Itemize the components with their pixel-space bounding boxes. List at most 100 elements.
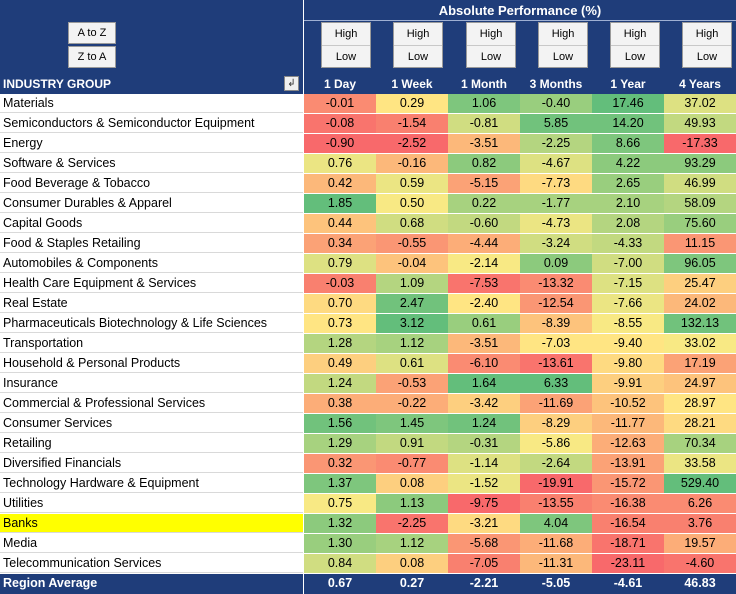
table-row: Consumer Durables & Apparel 1.85 0.50 0.22-… xyxy=(0,194,736,214)
sort-low-button[interactable]: Low xyxy=(407,51,429,63)
industry-group-name: Pharmaceuticals Biotechnology & Life Sci… xyxy=(0,314,303,333)
sort-low-button[interactable]: Low xyxy=(335,51,357,63)
column-header-row: INDUSTRY GROUP 1 Day 1 Week 1 Month 3 Month… xyxy=(0,74,736,94)
industry-group-name: Utilities xyxy=(0,494,303,513)
sort-high-button[interactable]: High xyxy=(322,23,370,46)
performance-cell: -0.16 xyxy=(376,154,448,174)
table-row: Media 1.30 1.12 -5.68 -11.68 -18.71 19.57 xyxy=(0,534,736,554)
table-row: Household & Personal Products 0.49 0.61 -6.… xyxy=(0,354,736,374)
table-row: Software & Services 0.76 -0.16 0.82 -4.67 4.2… xyxy=(0,154,736,174)
performance-cell: -8.39 xyxy=(520,314,592,334)
sort-high-button[interactable]: High xyxy=(467,23,515,46)
performance-cell: 1.13 xyxy=(376,494,448,514)
performance-cell: -0.55 xyxy=(376,234,448,254)
performance-cell: 0.44 xyxy=(304,214,376,234)
performance-cell: -0.04 xyxy=(376,254,448,274)
performance-cell: -0.90 xyxy=(304,134,376,154)
region-average-value: 0.67 xyxy=(327,576,353,590)
industry-group-name: Automobiles & Components xyxy=(0,254,303,273)
performance-cell: 1.06 xyxy=(448,94,520,114)
performance-cell: 1.29 xyxy=(304,434,376,454)
performance-cell: -6.10 xyxy=(448,354,520,374)
performance-cell: -19.91 xyxy=(520,474,592,494)
table-row: Transportation 1.28 1.12 -3.51 -7.03 -9.40 33.… xyxy=(0,334,736,354)
sort-a-to-z-button[interactable]: A to Z xyxy=(68,22,116,44)
column-header[interactable]: 1 Year xyxy=(610,77,646,91)
performance-cell: -7.73 xyxy=(520,174,592,194)
column-header[interactable]: 4 Years xyxy=(679,77,721,91)
performance-cell: -3.42 xyxy=(448,394,520,414)
performance-cell: 1.24 xyxy=(448,414,520,434)
performance-cell: -11.68 xyxy=(520,534,592,554)
industry-group-name: Transportation xyxy=(0,334,303,353)
sort-high-button[interactable]: High xyxy=(394,23,442,46)
filter-sort-icon[interactable]: ↲ xyxy=(284,76,299,91)
column-header[interactable]: 1 Day xyxy=(323,77,357,91)
column-header[interactable]: 1 Week xyxy=(391,77,433,91)
performance-cell: -16.38 xyxy=(592,494,664,514)
performance-cell: -0.81 xyxy=(448,114,520,134)
performance-cell: 11.15 xyxy=(664,234,736,254)
performance-cell: 5.85 xyxy=(520,114,592,134)
sort-low-button[interactable]: Low xyxy=(696,51,718,63)
performance-cell: -7.15 xyxy=(592,274,664,294)
performance-cell: 0.68 xyxy=(376,214,448,234)
region-average-value: 46.83 xyxy=(684,576,716,590)
performance-cell: 1.85 xyxy=(304,194,376,214)
performance-cell: -13.61 xyxy=(520,354,592,374)
performance-cell: 0.42 xyxy=(304,174,376,194)
table-row: Capital Goods 0.44 0.68 -0.60 -4.73 2.08 75.60 xyxy=(0,214,736,234)
performance-cell: 37.02 xyxy=(664,94,736,114)
performance-cell: -11.69 xyxy=(520,394,592,414)
industry-group-name: Retailing xyxy=(0,434,303,453)
performance-cell: 33.02 xyxy=(664,334,736,354)
performance-cell: 1.12 xyxy=(376,534,448,554)
performance-cell: -7.00 xyxy=(592,254,664,274)
sort-z-to-a-button[interactable]: Z to A xyxy=(68,46,116,68)
performance-cell: 1.32 xyxy=(304,514,376,534)
performance-cell: 0.50 xyxy=(376,194,448,214)
sort-high-button[interactable]: High xyxy=(683,23,731,46)
sort-high-button[interactable]: High xyxy=(539,23,587,46)
performance-cell: -0.31 xyxy=(448,434,520,454)
performance-cell: 4.22 xyxy=(592,154,664,174)
performance-cell: 2.08 xyxy=(592,214,664,234)
performance-cell: -9.40 xyxy=(592,334,664,354)
performance-cell: -2.25 xyxy=(376,514,448,534)
industry-group-name: Capital Goods xyxy=(0,214,303,233)
performance-cell: -12.63 xyxy=(592,434,664,454)
industry-group-name: Consumer Services xyxy=(0,414,303,433)
performance-cell: -5.86 xyxy=(520,434,592,454)
performance-cell: -2.52 xyxy=(376,134,448,154)
sort-high-button[interactable]: High xyxy=(611,23,659,46)
performance-cell: 1.64 xyxy=(448,374,520,394)
sort-low-button[interactable]: Low xyxy=(480,51,502,63)
table-row: Semiconductors & Semiconductor Equipment… xyxy=(0,114,736,134)
performance-cell: 25.47 xyxy=(664,274,736,294)
sort-low-button[interactable]: Low xyxy=(552,51,574,63)
performance-cell: 4.04 xyxy=(520,514,592,534)
region-average-label: Region Average xyxy=(3,576,98,590)
performance-cell: -1.52 xyxy=(448,474,520,494)
performance-cell: 1.37 xyxy=(304,474,376,494)
performance-cell: 0.22 xyxy=(448,194,520,214)
performance-cell: -0.22 xyxy=(376,394,448,414)
performance-cell: 0.09 xyxy=(520,254,592,274)
performance-cell: 0.84 xyxy=(304,554,376,574)
performance-cell: 0.82 xyxy=(448,154,520,174)
sort-toggle-5: High Low xyxy=(682,22,732,68)
table-row: Insurance 1.24 -0.53 1.64 6.33 -9.91 24.97 xyxy=(0,374,736,394)
performance-cell: -7.66 xyxy=(592,294,664,314)
column-header[interactable]: 1 Month xyxy=(461,77,507,91)
column-header[interactable]: 3 Months xyxy=(529,77,583,91)
performance-cell: -7.53 xyxy=(448,274,520,294)
performance-cell: 0.34 xyxy=(304,234,376,254)
sort-toggle-2: High Low xyxy=(466,22,516,68)
region-average-value: -5.05 xyxy=(541,576,571,590)
performance-cell: 24.02 xyxy=(664,294,736,314)
sort-panel xyxy=(0,0,303,74)
performance-cell: 1.12 xyxy=(376,334,448,354)
sort-low-button[interactable]: Low xyxy=(624,51,646,63)
performance-cell: 24.97 xyxy=(664,374,736,394)
performance-cell: 0.38 xyxy=(304,394,376,414)
